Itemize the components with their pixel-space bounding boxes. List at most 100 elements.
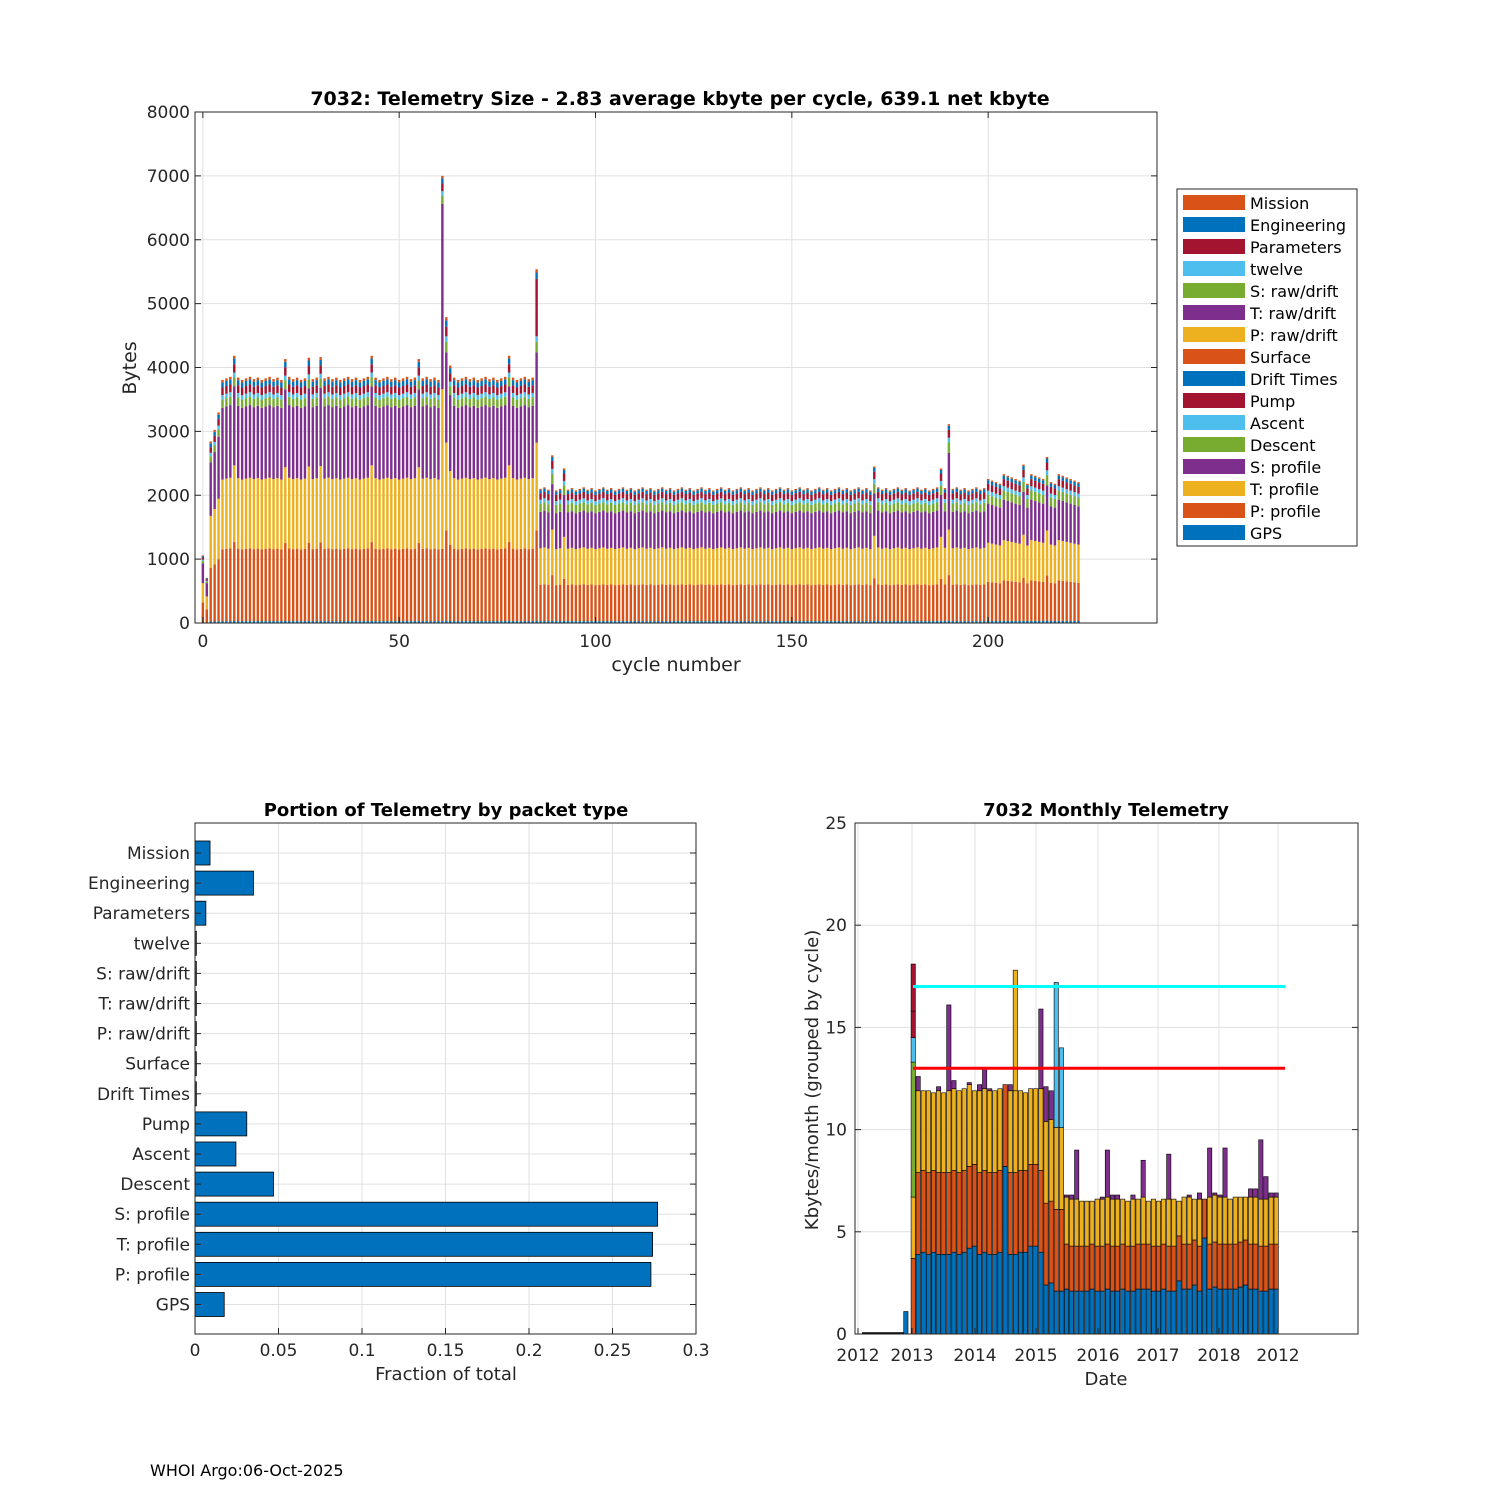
top-bar-segment <box>574 491 578 495</box>
top-y-tick-label: 7000 <box>147 167 190 187</box>
top-bar-segment <box>374 397 377 406</box>
top-bar-stack <box>759 487 762 623</box>
top-bar-segment <box>1018 492 1021 497</box>
top-bar-stack <box>731 490 735 623</box>
top-bar-segment <box>1006 540 1010 581</box>
top-bar-segment <box>339 395 342 400</box>
top-bar-stack <box>409 379 413 623</box>
top-bar-segment <box>1065 493 1068 503</box>
br-bar-segment <box>1166 1198 1172 1247</box>
top-bar-segment <box>975 491 978 499</box>
top-bar-segment <box>955 502 958 511</box>
top-bar-segment <box>425 396 428 406</box>
top-bar-segment <box>335 377 338 381</box>
top-bar-segment <box>924 488 927 490</box>
top-bar-segment <box>617 488 621 491</box>
top-bar-segment <box>994 620 998 623</box>
top-bar-segment <box>346 396 350 406</box>
top-bar-segment <box>990 543 994 583</box>
top-bar-segment <box>700 498 703 503</box>
top-bar-stack <box>794 488 797 623</box>
top-bar-segment <box>759 502 762 511</box>
top-bar-segment <box>578 621 582 623</box>
top-bar-segment <box>315 548 318 622</box>
br-bar-segment <box>910 1037 916 1063</box>
top-bar-segment <box>331 621 334 623</box>
top-bar-stack <box>566 489 570 623</box>
top-bar-segment <box>668 492 672 500</box>
top-bar-segment <box>920 500 923 505</box>
top-bar-segment <box>1073 582 1076 621</box>
top-bar-segment <box>876 488 880 492</box>
top-bar-stack <box>229 376 232 623</box>
top-bar-segment <box>507 465 511 543</box>
top-bar-segment <box>256 377 260 381</box>
top-bar-segment <box>786 547 790 585</box>
top-bar-segment <box>244 548 248 622</box>
top-bar-segment <box>661 510 664 548</box>
top-bar-segment <box>429 621 432 623</box>
top-bar-segment <box>1018 543 1021 583</box>
top-bar-segment <box>366 376 369 380</box>
top-bar-segment <box>621 487 625 489</box>
top-bar-segment <box>653 504 656 514</box>
top-legend-label: Pump <box>1250 392 1295 411</box>
top-bar-segment <box>609 621 613 623</box>
br-bar-segment <box>920 1251 926 1335</box>
top-bar-segment <box>456 549 460 622</box>
top-bar-segment <box>739 547 743 585</box>
top-bar-segment <box>480 478 483 549</box>
top-bar-segment <box>924 511 927 548</box>
bl-bar <box>194 1231 653 1257</box>
top-bar-segment <box>531 380 534 386</box>
br-bar-segment <box>1176 1280 1182 1335</box>
top-bar-segment <box>928 501 931 505</box>
top-bar-segment <box>986 542 990 582</box>
top-bar-segment <box>307 366 311 375</box>
top-bar-segment <box>1053 583 1057 622</box>
top-bar-segment <box>727 489 731 493</box>
top-bar-segment <box>307 379 311 389</box>
top-bar-segment <box>233 358 236 365</box>
br-bar-segment <box>1069 1290 1075 1335</box>
top-bar-segment <box>986 483 990 491</box>
top-bar-segment <box>928 491 931 495</box>
br-bar-segment <box>1048 1200 1054 1284</box>
top-bar-segment <box>484 392 487 397</box>
br-bar-segment <box>1150 1198 1156 1247</box>
top-bar-segment <box>951 503 955 512</box>
top-bar-segment <box>378 549 381 622</box>
br-bar-stack <box>1115 1194 1121 1335</box>
top-bar-segment <box>413 621 417 623</box>
top-bar-segment <box>994 486 998 494</box>
br-bar-segment <box>992 1090 998 1173</box>
top-bar-segment <box>1034 501 1037 541</box>
br-bar-segment <box>1094 1290 1100 1335</box>
top-bar-segment <box>943 511 947 548</box>
top-bar-segment <box>354 380 358 386</box>
top-bar-segment <box>916 488 919 492</box>
br-bar-stack <box>1069 1194 1075 1335</box>
top-bar-segment <box>1014 494 1017 504</box>
top-bar-segment <box>417 375 421 381</box>
top-bar-segment <box>1053 621 1057 623</box>
br-bar-segment <box>1232 1243 1238 1290</box>
br-bar-segment <box>961 1088 967 1171</box>
br-bar-stack <box>1191 1198 1197 1335</box>
br-bar-segment <box>997 1251 1003 1335</box>
top-bar-segment <box>1037 502 1041 542</box>
top-bar-segment <box>617 499 621 504</box>
top-bar-segment <box>437 479 440 550</box>
br-bar-segment <box>1084 1200 1090 1247</box>
br-bar-segment <box>1196 1198 1202 1247</box>
top-bar-segment <box>335 397 338 406</box>
top-bar-segment <box>236 385 240 393</box>
top-bar-stack <box>712 490 715 623</box>
top-bar-segment <box>884 584 888 622</box>
top-bar-segment <box>743 621 746 623</box>
top-bar-segment <box>606 490 609 495</box>
top-bar-segment <box>653 490 656 492</box>
top-bar-segment <box>515 399 519 408</box>
top-bar-segment <box>570 547 574 585</box>
top-bar-segment <box>523 477 527 549</box>
